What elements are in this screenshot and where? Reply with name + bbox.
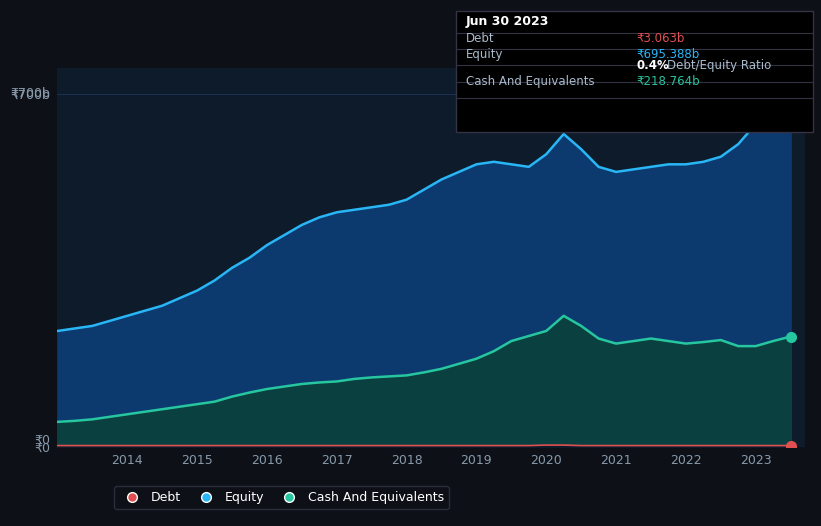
Legend: Debt, Equity, Cash And Equivalents: Debt, Equity, Cash And Equivalents — [114, 486, 449, 509]
Text: Debt: Debt — [466, 32, 494, 45]
Text: ₹700b: ₹700b — [10, 87, 50, 100]
Text: ₹3.063b: ₹3.063b — [636, 32, 685, 45]
Text: ₹0: ₹0 — [34, 434, 50, 447]
Text: Jun 30 2023: Jun 30 2023 — [466, 15, 549, 28]
Text: ₹695.388b: ₹695.388b — [636, 48, 699, 61]
Text: ₹218.764b: ₹218.764b — [636, 75, 699, 88]
Text: Debt/Equity Ratio: Debt/Equity Ratio — [667, 59, 772, 73]
Text: 0.4%: 0.4% — [636, 59, 669, 73]
Text: Cash And Equivalents: Cash And Equivalents — [466, 75, 594, 88]
Text: Equity: Equity — [466, 48, 503, 61]
